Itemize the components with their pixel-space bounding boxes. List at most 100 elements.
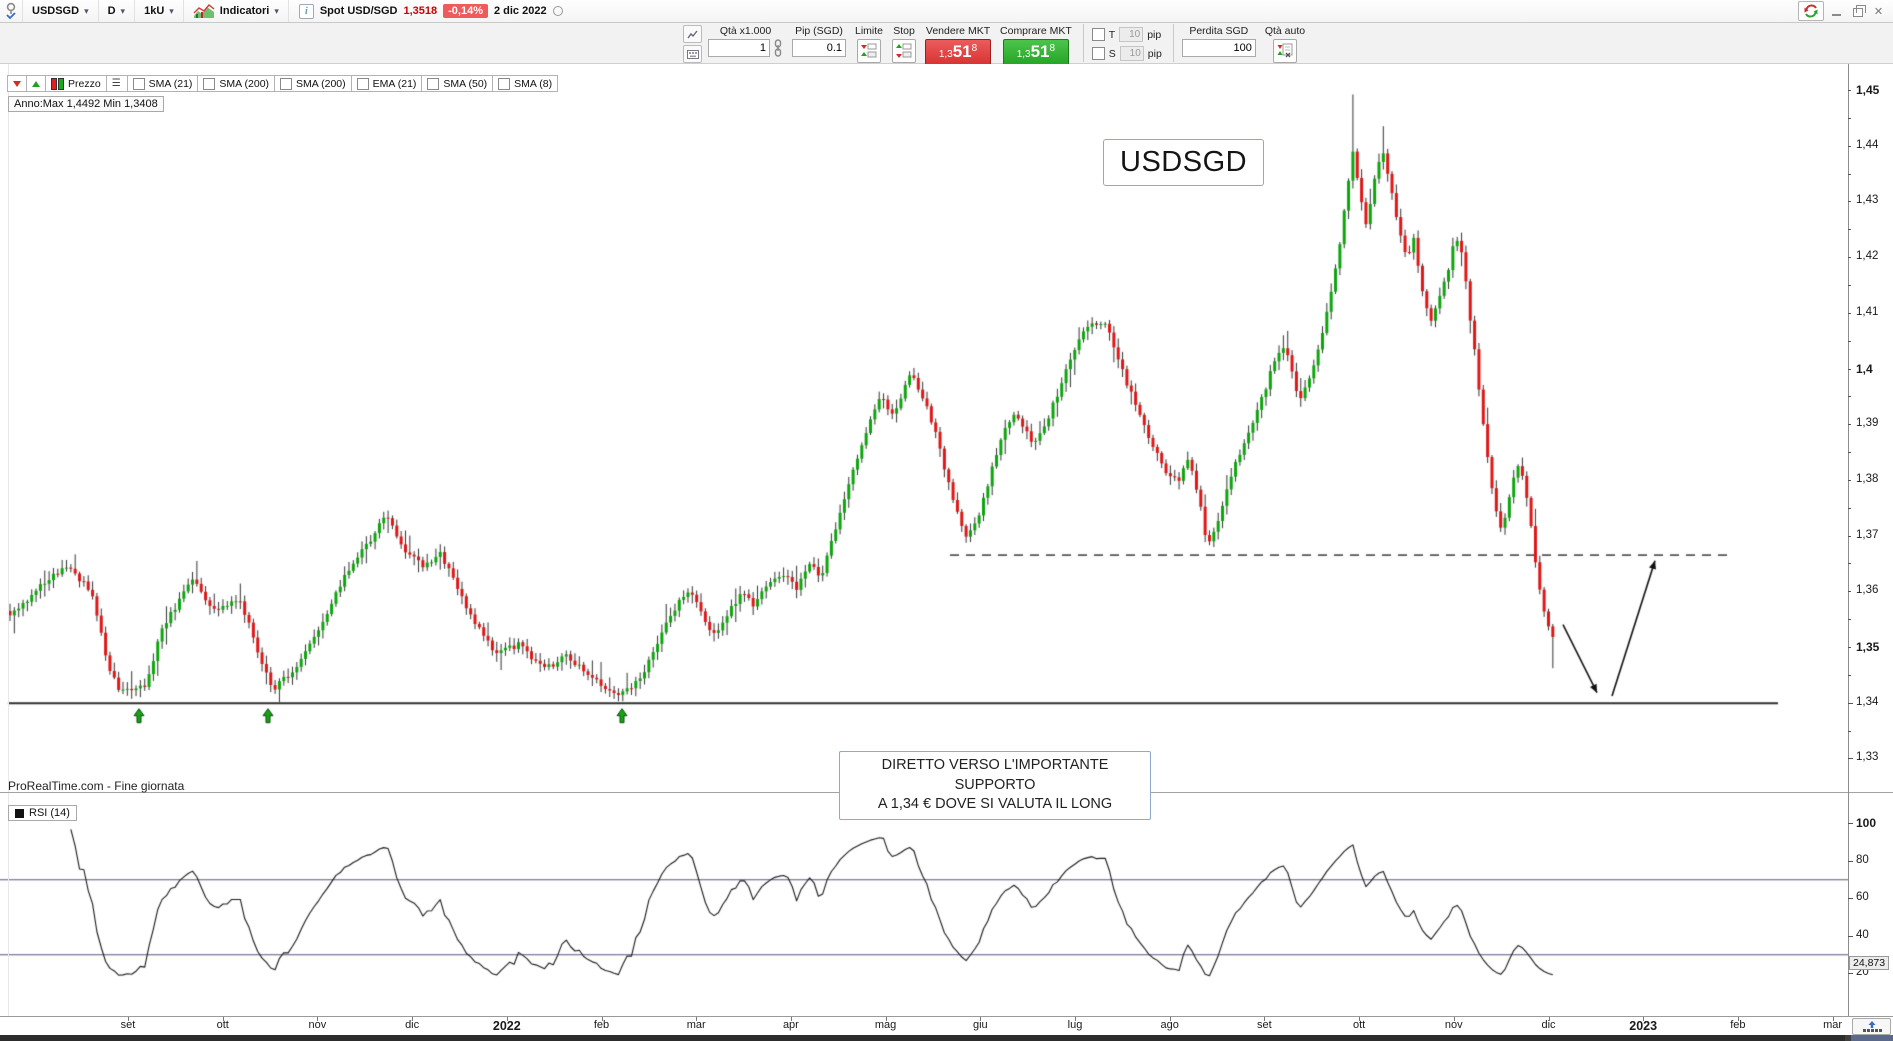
time-axis-tick	[222, 1017, 224, 1021]
horizontal-scrollbar[interactable]	[0, 1035, 1893, 1041]
price-axis-label: 1,39	[1856, 417, 1879, 430]
legend-overlay-toggle[interactable]: EMA (21)	[350, 75, 423, 92]
refresh-button[interactable]	[1798, 1, 1824, 21]
stop-loss-input[interactable]	[1119, 46, 1144, 61]
rsi-axis-tick	[1848, 973, 1853, 974]
indicators-menu[interactable]: Indicatori ▾	[184, 0, 289, 22]
time-axis-tick	[1075, 1017, 1076, 1021]
quantity-preset-selector[interactable]: 1kU ▾	[135, 0, 184, 22]
buy-label: Comprare MKT	[1000, 25, 1072, 37]
limit-order-button[interactable]	[857, 39, 881, 63]
overlay-checkbox[interactable]	[498, 77, 511, 90]
sell-shortcut-button[interactable]	[7, 75, 27, 92]
price-axis-tick	[1848, 563, 1851, 565]
mini-chart-icon	[193, 4, 215, 18]
max-loss-input[interactable]	[1181, 39, 1256, 57]
price-axis-tick	[1848, 257, 1851, 259]
divider	[1172, 24, 1174, 62]
overlay-checkbox[interactable]	[203, 77, 216, 90]
scrollbar-handle[interactable]	[0, 1035, 1845, 1041]
scrollbar-endcap	[1851, 1035, 1893, 1041]
price-axis-label: 1,4	[1856, 361, 1873, 376]
price-axis-label: 1,41	[1856, 305, 1879, 318]
analysis-note-box[interactable]: DIRETTO VERSO L'IMPORTANTE SUPPORTO A 1,…	[839, 751, 1151, 820]
price-axis-tick	[1848, 479, 1851, 481]
platform-brand-text: ProRealTime.com - Fine giornata	[8, 779, 185, 793]
time-axis-tick	[1832, 1017, 1834, 1021]
trailing-stop-checkbox[interactable]	[1091, 28, 1105, 41]
sell-market-button[interactable]: 1,3 51 8	[925, 39, 992, 67]
time-axis-label: feb	[1730, 1019, 1746, 1031]
red-arrow-icon	[13, 80, 21, 87]
legend-overlay-toggle[interactable]: SMA (200)	[197, 75, 276, 92]
chevron-down-icon: ▾	[169, 5, 174, 16]
order-preferences-button[interactable]	[683, 25, 702, 43]
pin-button[interactable]	[0, 0, 23, 22]
price-axis-tick	[1848, 702, 1853, 704]
main-toolbar: USDSGD ▾ D ▾ 1kU ▾ Indicatori ▾ i Spot U…	[0, 0, 1893, 23]
keyboard-shortcuts-button[interactable]	[683, 45, 702, 63]
time-axis-tick	[980, 1017, 982, 1021]
spot-label: Spot USD/SGD	[319, 5, 398, 17]
minimize-button[interactable]	[1828, 3, 1845, 19]
pip-input[interactable]	[792, 39, 846, 57]
time-axis-tick	[1643, 1017, 1645, 1021]
price-series-toggle[interactable]: Prezzo	[45, 75, 107, 92]
analysis-note-line1: DIRETTO VERSO L'IMPORTANTE SUPPORTO	[881, 757, 1109, 793]
stop-loss-checkbox[interactable]	[1091, 47, 1105, 60]
price-axis-tick	[1848, 229, 1851, 231]
limit-order-icon	[861, 43, 877, 58]
price-chart-canvas[interactable]	[0, 64, 1848, 1016]
rsi-axis-label: 100	[1856, 816, 1877, 830]
price-axis-tick	[1848, 591, 1851, 593]
pane-left-border	[8, 64, 9, 1016]
pin-icon	[6, 2, 16, 20]
buy-shortcut-button[interactable]	[26, 75, 46, 92]
trailing-stop-input[interactable]	[1119, 27, 1144, 42]
overlay-checkbox[interactable]	[427, 77, 440, 90]
symbol-selector[interactable]: USDSGD ▾	[23, 0, 99, 22]
time-axis[interactable]: set ott nov dic 2022 feb mar apr mag giu lug ago set…	[0, 1016, 1893, 1035]
stop-label: Stop	[893, 25, 915, 37]
legend-overlay-toggle[interactable]: SMA (50)	[421, 75, 494, 92]
stop-order-button[interactable]	[892, 39, 917, 63]
list-icon: ☰	[111, 78, 122, 89]
axis-settings-button[interactable]	[1852, 1018, 1891, 1035]
timeframe-selector[interactable]: D ▾	[99, 0, 136, 22]
keyboard-icon	[686, 49, 699, 59]
price-axis-label: 1,36	[1856, 584, 1879, 597]
analysis-note-line2: A 1,34 € DOVE SI VALUTA IL LONG	[877, 796, 1113, 813]
price-axis-label: 1,37	[1856, 528, 1879, 541]
price-axis-tick	[1848, 284, 1851, 286]
sell-price-small: 1,3	[938, 49, 953, 60]
restore-button[interactable]	[1849, 3, 1866, 19]
time-axis-label: mar	[686, 1019, 706, 1031]
quantity-input[interactable]	[708, 39, 770, 57]
overlay-checkbox[interactable]	[356, 77, 369, 90]
info-icon[interactable]: i	[298, 3, 314, 19]
overlay-checkbox[interactable]	[132, 77, 145, 90]
rsi-pane-legend[interactable]: RSI (14)	[8, 805, 77, 821]
qty-auto-button[interactable]	[1272, 39, 1297, 63]
change-badge: -0,14%	[443, 4, 488, 18]
link-icon[interactable]	[773, 39, 783, 57]
price-axis-label: 1,35	[1856, 640, 1880, 654]
quantity-label: Qtà x1.000	[719, 25, 772, 37]
price-axis-tick	[1848, 312, 1851, 314]
legend-overlay-toggle[interactable]: SMA (8)	[492, 75, 559, 92]
overlay-checkbox[interactable]	[280, 77, 293, 90]
price-axis-tick	[1848, 396, 1851, 398]
symbol-annotation-box[interactable]: USDSGD	[1103, 139, 1265, 186]
buy-market-button[interactable]: 1,3 51 8	[1002, 39, 1069, 67]
time-axis-label: dic	[1541, 1019, 1556, 1031]
price-axis-tick	[1848, 145, 1851, 147]
rsi-legend-label: RSI (14)	[29, 807, 70, 819]
legend-overlay-toggle[interactable]: SMA (200)	[274, 75, 352, 92]
time-axis-tick	[885, 1017, 887, 1021]
time-axis-label: nov	[308, 1019, 327, 1031]
close-button[interactable]: ✕	[1870, 3, 1887, 19]
price-axis-tick	[1848, 340, 1851, 342]
legend-overlay-toggle[interactable]: SMA (21)	[126, 75, 199, 92]
price-pane-legend: Prezzo ☰ SMA (21) SMA (200) SMA (200) EMA (…	[7, 75, 559, 92]
indicator-list-button[interactable]: ☰	[105, 75, 128, 92]
